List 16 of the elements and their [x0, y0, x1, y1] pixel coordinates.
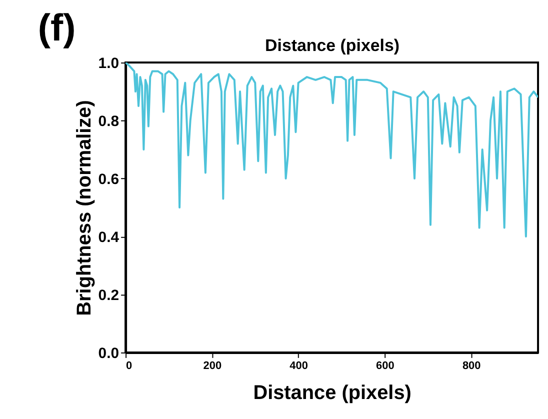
line-series: [126, 62, 538, 238]
x-axis-title: Distance (pixels): [253, 382, 412, 404]
y-tick-label: 0.8: [98, 112, 120, 130]
y-tick-label: 0.6: [98, 170, 120, 188]
x-tick-label: 200: [203, 360, 222, 372]
x-tick-label: 400: [290, 360, 308, 372]
x-tick-label: 0: [126, 360, 132, 372]
x-tick-label: 800: [462, 360, 481, 372]
y-tick-label: 0.2: [98, 286, 120, 304]
x2-axis-title: Distance (pixels): [265, 36, 400, 56]
y-tick-label: 0.4: [98, 228, 120, 246]
y-tick-label: 0.0: [98, 344, 120, 362]
x-tick-label: 600: [376, 360, 394, 372]
text: (f): [38, 8, 76, 50]
y-tick-label: 1.0: [98, 54, 120, 72]
y-axis-title: Brightness (normalize): [73, 100, 96, 316]
